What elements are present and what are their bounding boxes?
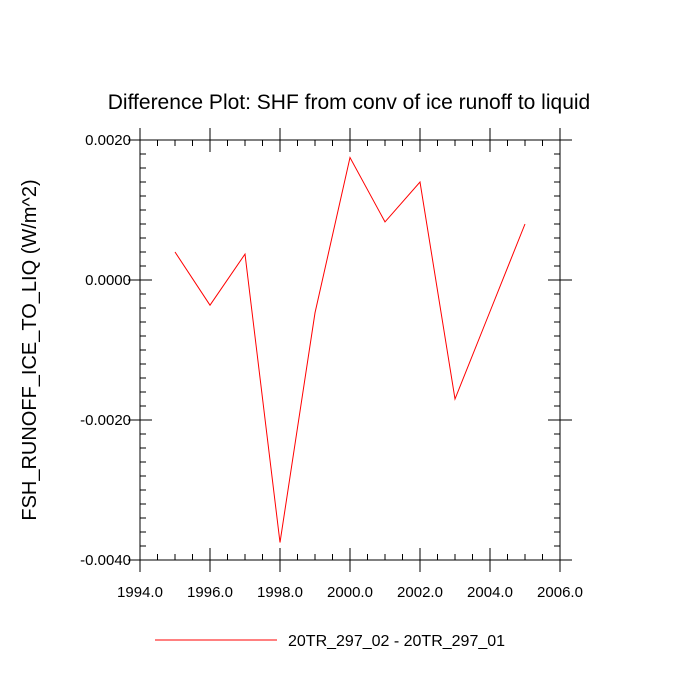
axis-ticks	[128, 128, 572, 572]
x-tick-label: 2002.0	[397, 584, 443, 601]
legend-label: 20TR_297_02 - 20TR_297_01	[288, 633, 505, 650]
x-tick-label: 2004.0	[467, 584, 513, 601]
axis-tick-labels: 1994.0 1996.0 1998.0 2000.0 2002.0 2004.0 2006…	[80, 132, 583, 601]
x-tick-label: 2000.0	[327, 584, 373, 601]
x-tick-label: 1996.0	[187, 584, 233, 601]
series-layer	[174, 156, 526, 543]
y-tick-label: 0.0020	[85, 132, 131, 149]
y-axis-label: FSH_RUNOFF_ICE_TO_LIQ (W/m^2)	[19, 179, 41, 520]
y-tick-label: -0.0040	[80, 552, 131, 569]
x-tick-label: 1998.0	[257, 584, 303, 601]
series-line	[174, 156, 526, 543]
y-tick-label: 0.0000	[85, 272, 131, 289]
x-tick-label: 2006.0	[537, 584, 583, 601]
y-tick-label: -0.0020	[80, 412, 131, 429]
plot-frame	[139, 139, 561, 561]
legend: 20TR_297_02 - 20TR_297_01	[155, 633, 505, 650]
chart-title: Difference Plot: SHF from conv of ice ru…	[108, 91, 590, 114]
x-tick-label: 1994.0	[117, 584, 163, 601]
